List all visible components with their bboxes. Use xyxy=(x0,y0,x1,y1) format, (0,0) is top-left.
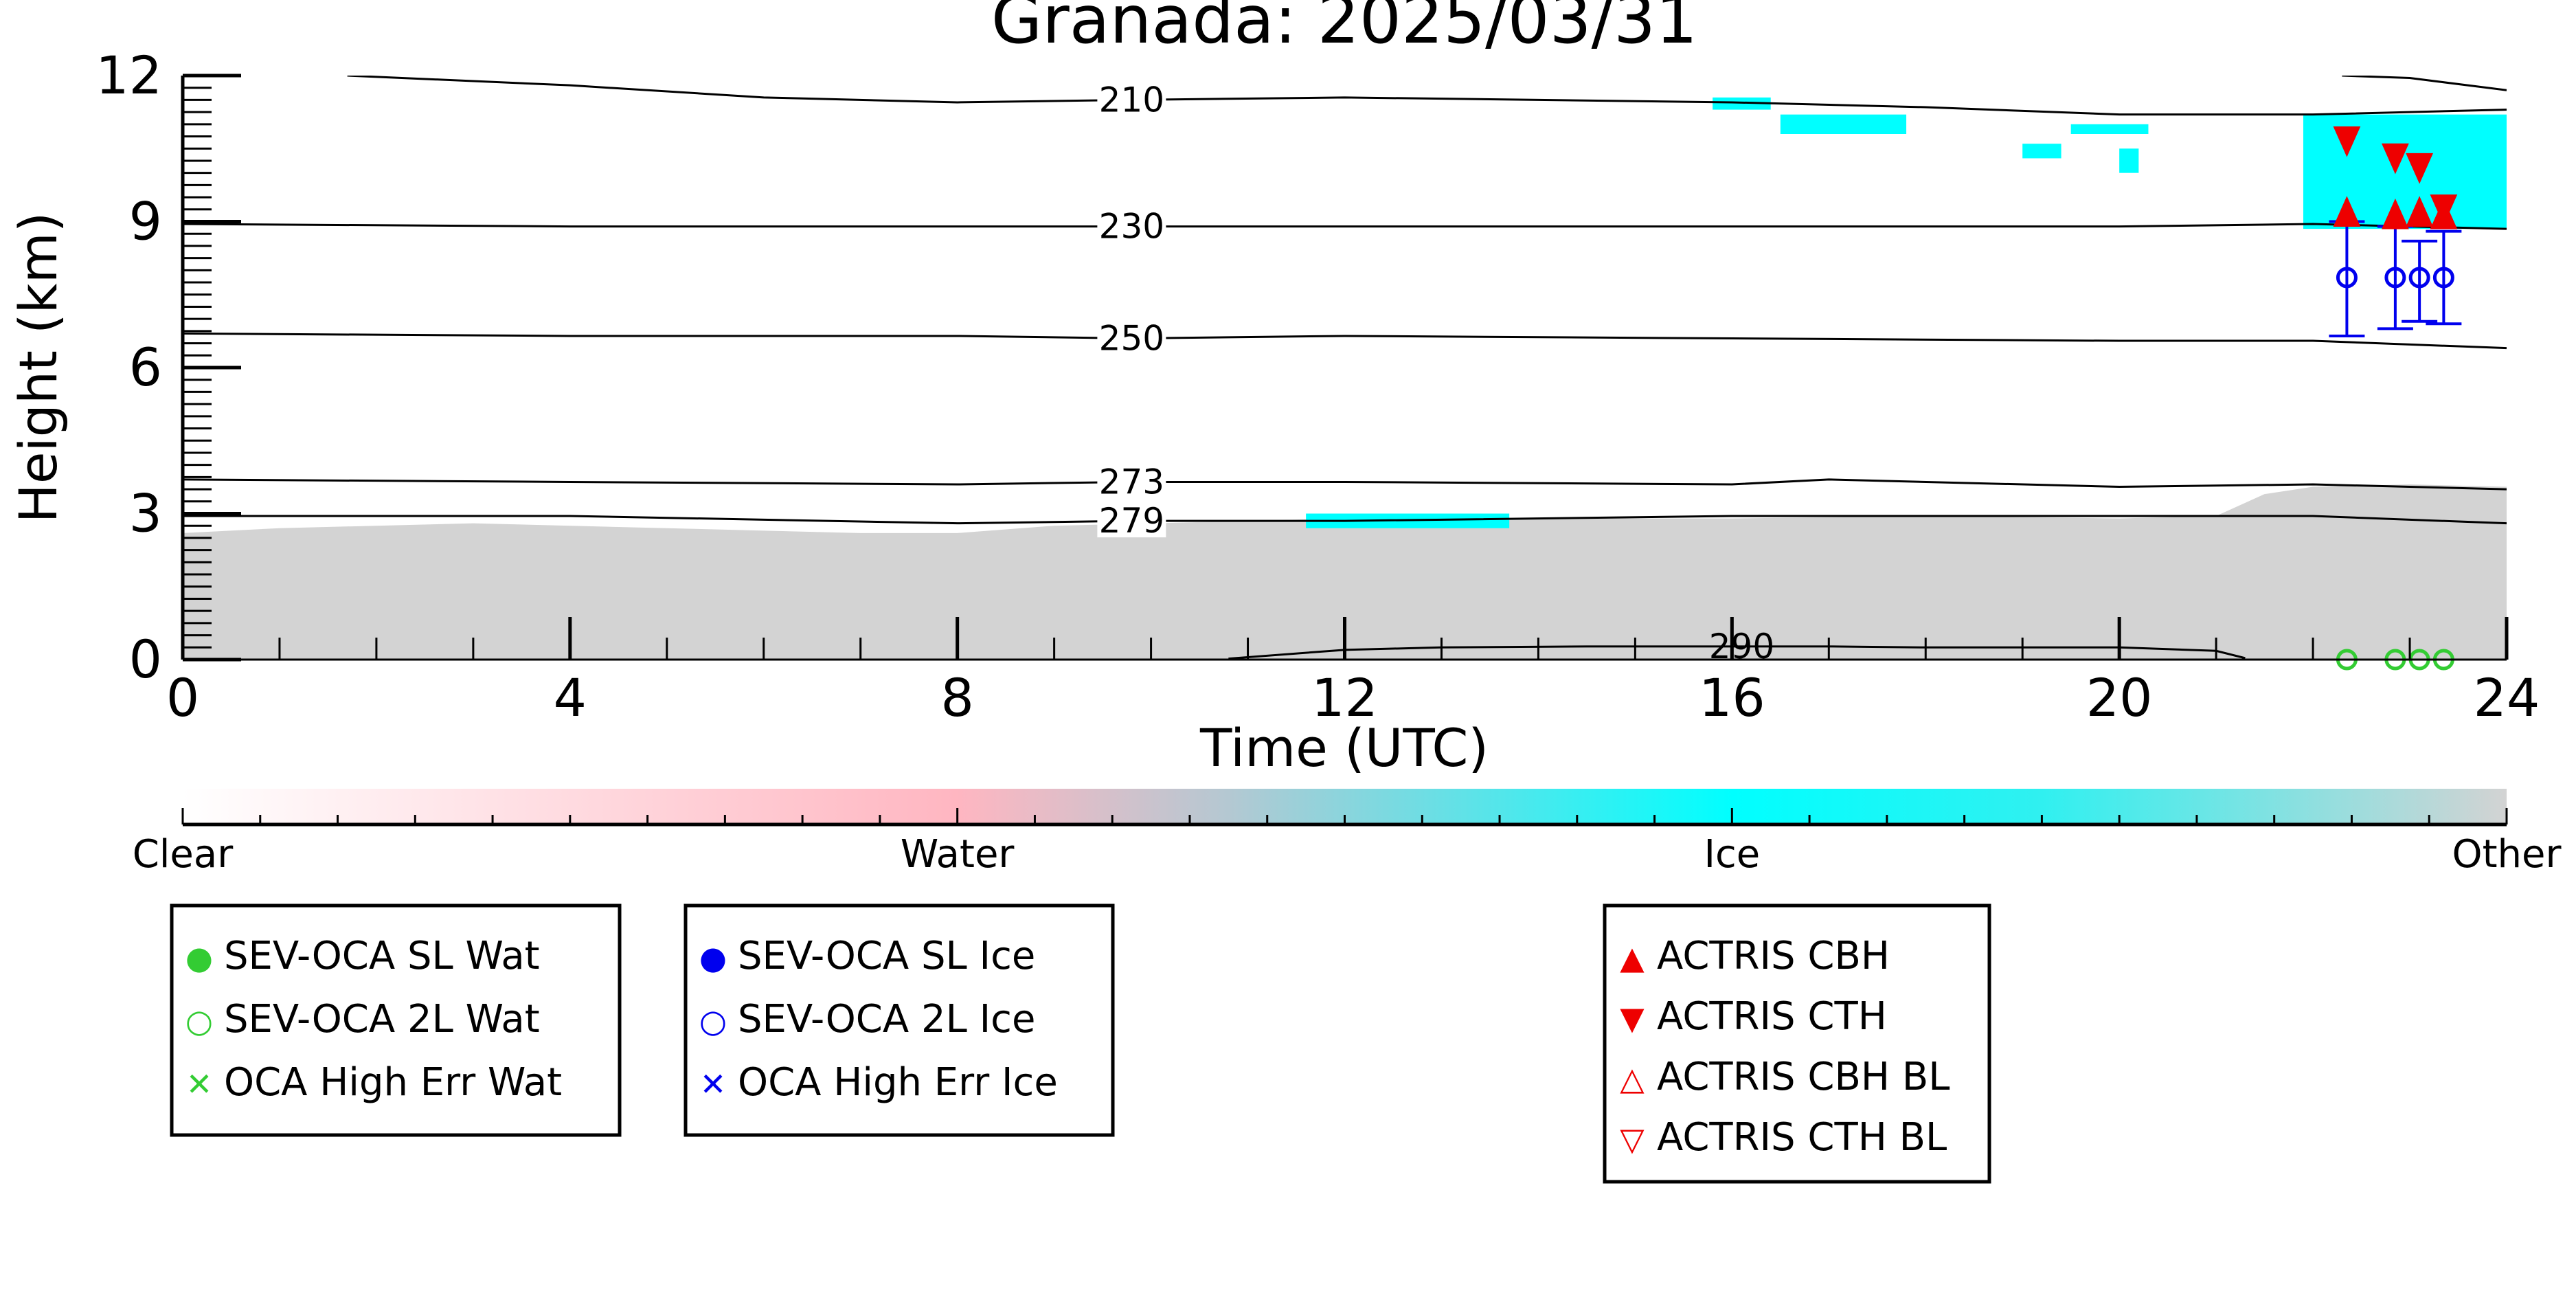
plot-area xyxy=(183,97,2507,660)
legend-entry: ACTRIS CBH xyxy=(1657,934,1890,978)
axes: 0 3 6 9 12 0 4 8 12 16 20 24 xyxy=(95,45,2540,728)
legend-symbol: ○ xyxy=(699,1002,727,1040)
other-region xyxy=(183,484,2507,660)
legend-entry: SEV-OCA 2L Wat xyxy=(224,997,540,1042)
y-axis-label: Height (km) xyxy=(8,212,69,524)
contour-label-bg xyxy=(1097,83,1166,117)
ice-region xyxy=(2022,144,2061,159)
y-tick-label: 0 xyxy=(129,629,162,690)
contour-label: 290 xyxy=(1709,627,1774,666)
x-tick-label: 20 xyxy=(2086,667,2153,728)
legend-entry: SEV-OCA 2L Ice xyxy=(738,997,1035,1042)
x-axis-label: Time (UTC) xyxy=(1199,717,1489,778)
legend-entry: OCA High Err Wat xyxy=(224,1060,562,1105)
colorbar-label: Other xyxy=(2452,832,2562,877)
data-point xyxy=(2384,267,2406,289)
colorbar-label: Water xyxy=(901,832,1015,877)
x-tick-label: 12 xyxy=(1311,667,1378,728)
data-point xyxy=(2406,196,2434,227)
colorbar: Clear Water Ice Other xyxy=(133,789,2562,877)
contour-label-bg xyxy=(1097,465,1166,499)
data-point xyxy=(2406,153,2434,184)
data-point xyxy=(2432,267,2454,289)
contour-label-bg xyxy=(1097,504,1166,538)
data-point xyxy=(2408,267,2430,289)
contour-line xyxy=(183,478,2507,491)
legend-box xyxy=(683,903,1115,1137)
legend-symbol: ✕ xyxy=(700,1066,727,1103)
legend-symbol: ▽ xyxy=(1620,1121,1645,1158)
legend-symbol: ▲ xyxy=(1620,939,1645,976)
ice-region xyxy=(2303,114,2507,229)
x-tick-label: 24 xyxy=(2474,667,2540,728)
data-point xyxy=(2382,198,2409,229)
contour-line xyxy=(2342,76,2507,91)
contour-line xyxy=(183,515,2507,525)
contour-label: 210 xyxy=(1099,80,1164,120)
legend-entry: SEV-OCA SL Ice xyxy=(738,934,1035,978)
data-point xyxy=(2336,267,2358,289)
colorbar-label: Clear xyxy=(133,832,234,877)
x-tick-label: 0 xyxy=(166,667,199,728)
legend-entry: SEV-OCA SL Wat xyxy=(224,934,540,978)
legend-box xyxy=(170,903,622,1137)
contour-line xyxy=(183,223,2507,230)
x-tick-label: 4 xyxy=(554,667,587,728)
y-tick-label: 6 xyxy=(129,337,162,398)
y-tick-label: 12 xyxy=(95,45,162,106)
legend-symbol: ● xyxy=(699,939,727,976)
contour-label-bg xyxy=(1097,322,1166,355)
x-tick-label: 8 xyxy=(940,667,973,728)
contour-line xyxy=(347,76,2507,116)
ice-region xyxy=(2070,124,2149,134)
legends: ● SEV-OCA SL Wat ○ SEV-OCA 2L Wat ✕ OCA High … xyxy=(170,903,1991,1184)
ice-region xyxy=(1780,114,1907,134)
legend-symbol: ▼ xyxy=(1620,1000,1645,1037)
x-tick-label: 16 xyxy=(1699,667,1765,728)
ice-region xyxy=(2119,148,2139,173)
legend-entry: ACTRIS CTH xyxy=(1657,994,1887,1039)
contour-label: 230 xyxy=(1099,207,1164,247)
legend-box xyxy=(1603,903,1991,1184)
colorbar-label: Ice xyxy=(1704,832,1760,877)
data-point xyxy=(2333,126,2361,157)
chart-title: Granada: 2025/03/31 xyxy=(991,0,1697,58)
legend-symbol: ○ xyxy=(185,1002,213,1040)
legend-entry: ACTRIS CBH BL xyxy=(1657,1055,1950,1099)
data-point xyxy=(2333,196,2361,227)
contour-line xyxy=(183,332,2507,350)
y-tick-label: 3 xyxy=(129,483,162,544)
data-point xyxy=(2430,194,2458,225)
contour-label: 279 xyxy=(1099,501,1164,541)
legend-symbol: △ xyxy=(1620,1060,1645,1097)
data-point xyxy=(2382,143,2409,175)
legend-symbol: ✕ xyxy=(186,1066,213,1103)
legend-entry: OCA High Err Ice xyxy=(738,1060,1058,1105)
y-tick-label: 9 xyxy=(129,191,162,252)
contour-label: 250 xyxy=(1099,319,1164,359)
contour-label-bg xyxy=(1097,210,1166,243)
legend-symbol: ● xyxy=(185,939,213,976)
legend-entry: ACTRIS CTH BL xyxy=(1657,1115,1947,1160)
contour-label: 273 xyxy=(1099,462,1164,502)
